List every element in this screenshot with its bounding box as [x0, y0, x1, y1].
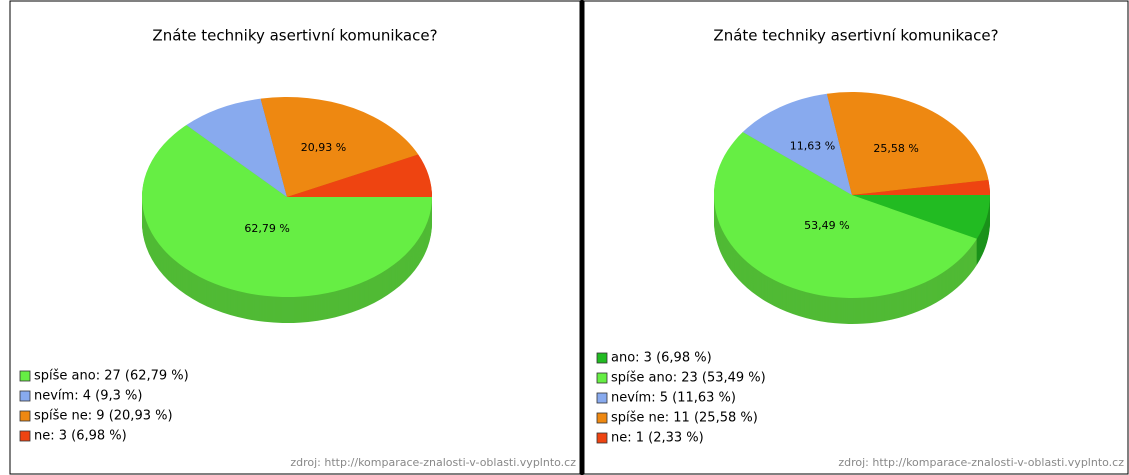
- legend-label: spíše ne: 9 (20,93 %): [34, 409, 173, 424]
- slice: [852, 179, 990, 195]
- slice-label: 62,79 %: [244, 222, 289, 235]
- source: zdroj: http://komparace-znalosti-v-oblas…: [290, 456, 576, 469]
- legend-label: ne: 1 (2,33 %): [611, 431, 704, 446]
- legend-label: spíše ano: 27 (62,79 %): [34, 369, 189, 384]
- slice: [141, 125, 432, 297]
- slice-label: 11,63 %: [790, 140, 835, 153]
- slice: [826, 92, 989, 195]
- chart-title: Znáte techniky asertivní komunikace?: [152, 27, 437, 45]
- legend-swatch: [596, 352, 608, 364]
- legend-label: nevím: 4 (9,3 %): [34, 389, 142, 404]
- slice: [852, 195, 990, 239]
- source: zdroj: http://komparace-znalosti-v-oblas…: [838, 456, 1124, 469]
- legend-label: ano: 3 (6,98 %): [611, 351, 712, 366]
- legend-swatch: [19, 430, 31, 442]
- legend-label: spíše ne: 11 (25,58 %): [611, 411, 758, 426]
- slice: [260, 97, 419, 197]
- legend-label: spíše ano: 23 (53,49 %): [611, 371, 766, 386]
- legend-swatch: [19, 390, 31, 402]
- slice-label: 53,49 %: [804, 219, 849, 232]
- legend-label: nevím: 5 (11,63 %): [611, 391, 736, 406]
- legend-swatch: [596, 432, 608, 444]
- legend-swatch: [596, 372, 608, 384]
- legend-swatch: [596, 392, 608, 404]
- slice: [714, 132, 977, 298]
- slice-label: 20,93 %: [301, 141, 346, 154]
- slice: [742, 93, 852, 195]
- legend-swatch: [596, 412, 608, 424]
- legend-swatch: [19, 370, 31, 382]
- slice-label: 25,58 %: [873, 142, 918, 155]
- legend-swatch: [19, 410, 31, 422]
- slice: [287, 154, 432, 197]
- slice: [186, 98, 287, 197]
- chart-title: Znáte techniky asertivní komunikace?: [713, 27, 998, 45]
- legend-label: ne: 3 (6,98 %): [34, 429, 127, 444]
